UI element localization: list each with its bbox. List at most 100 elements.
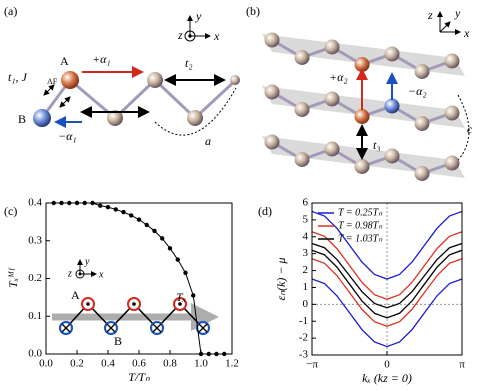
axis-label: z (67, 268, 72, 279)
y-tick-label: -1 (299, 315, 308, 327)
atom (414, 116, 430, 131)
y-tick-label: 0.0 (28, 348, 42, 360)
atom (414, 64, 430, 79)
atom (264, 84, 280, 100)
data-line (311, 249, 463, 319)
y-axis-label: Tₓᴹᶠ (6, 267, 20, 288)
atom (324, 141, 340, 157)
atom (324, 39, 340, 55)
axis-label: y (454, 6, 461, 20)
data-point (152, 228, 157, 234)
y-tick-label: -3 (299, 349, 309, 361)
site-label: A (71, 288, 80, 302)
y-tick-label: 0 (303, 298, 309, 310)
y-axis-label: εₙ(k) − μ (274, 258, 288, 301)
atom (230, 75, 240, 85)
axis-label: y (195, 9, 202, 23)
x-tick-label: 0.6 (132, 358, 146, 370)
x-axis-label: T/Tₙ (128, 370, 150, 384)
hopping-label: −α₁ (58, 129, 77, 143)
y-tick-label: 3 (303, 247, 309, 259)
data-point (98, 203, 103, 208)
spacing-arc (457, 94, 470, 161)
order-label: Tₓ (176, 290, 186, 304)
atom (354, 57, 370, 72)
arrow (59, 96, 71, 108)
axis-label: x (463, 26, 470, 40)
panel-c-inset: z y x A B Tₓ (52, 256, 219, 348)
y-tick-label: 2 (303, 264, 309, 276)
hopping-label: +α₂ (329, 70, 348, 84)
data-line (311, 278, 463, 348)
atom (444, 105, 460, 121)
axis-icon (75, 259, 97, 279)
plot-frame (311, 202, 463, 356)
atom (444, 155, 460, 171)
atom (384, 148, 400, 164)
spacing-label: c (467, 122, 473, 136)
data-line (311, 258, 463, 327)
atom (187, 110, 203, 126)
site-cross (152, 323, 162, 333)
panel-label: (b) (246, 4, 260, 18)
x-tick-label: 0.0 (39, 358, 53, 370)
atom (324, 91, 340, 107)
y-tick-label: 0.3 (28, 234, 42, 246)
atom (384, 46, 400, 62)
axis-icon (184, 15, 211, 42)
hopping-label: +α₁ (92, 52, 111, 66)
x-axis-label: kₓ (kz = 0) (362, 371, 412, 385)
x-tick-label: −π (306, 359, 318, 371)
y-tick-label: 4 (303, 230, 309, 242)
legend-label: T = 0.25Tₙ (338, 207, 383, 218)
atom (264, 32, 280, 48)
atom (444, 53, 460, 69)
atom (147, 72, 163, 88)
plot-frame (45, 202, 233, 355)
y-tick-label: 0.1 (28, 310, 42, 322)
axis-label: z (427, 8, 433, 22)
axis-label: z (177, 28, 183, 42)
y-tick-label: 0.4 (28, 197, 42, 209)
site-dot (178, 302, 182, 306)
site-up (59, 297, 210, 335)
site-label: B (18, 112, 26, 126)
panel-b: z y x c +α₂ −α₂ t₃ (262, 6, 473, 181)
y-tick-label: 6 (303, 197, 309, 209)
axis-label: x (213, 29, 220, 43)
atom (264, 134, 280, 150)
data-point (183, 270, 188, 276)
axis-label: y (84, 256, 90, 267)
x-tick-label: 0.2 (70, 358, 84, 370)
data-line (311, 210, 463, 280)
atom (354, 159, 370, 174)
spacing-arc (154, 87, 237, 136)
arrow (43, 84, 55, 96)
axis-icon (437, 11, 461, 35)
panel-label: (c) (4, 204, 17, 218)
data-point (105, 204, 111, 210)
atom (294, 152, 310, 167)
data-point (121, 209, 126, 215)
data-point (160, 236, 165, 241)
y-tick-label: -2 (299, 332, 308, 344)
site-cross (61, 323, 71, 333)
site-label: A (60, 54, 69, 68)
atom (414, 166, 430, 181)
x-tick-label: 0.4 (101, 358, 115, 370)
hopping-label: t₁, J (8, 70, 28, 84)
hopping-label: −α₂ (408, 84, 427, 98)
atom (294, 102, 310, 117)
site-label: B (114, 334, 122, 348)
hopping-label-sub: AF (47, 77, 58, 86)
legend-label: T = 1.03Tₙ (338, 233, 383, 244)
panel-a: z y x A B +α₁ −α₁ t₂ t₁, J AF a (8, 9, 240, 148)
hopping-label: t₂ (185, 56, 193, 70)
atom (354, 109, 370, 124)
x-tick-label: 0.8 (163, 358, 177, 370)
data-line (311, 242, 463, 309)
lattice-label: a (205, 134, 211, 148)
site-dot (86, 302, 90, 306)
x-tick-label: 1.0 (194, 358, 208, 370)
